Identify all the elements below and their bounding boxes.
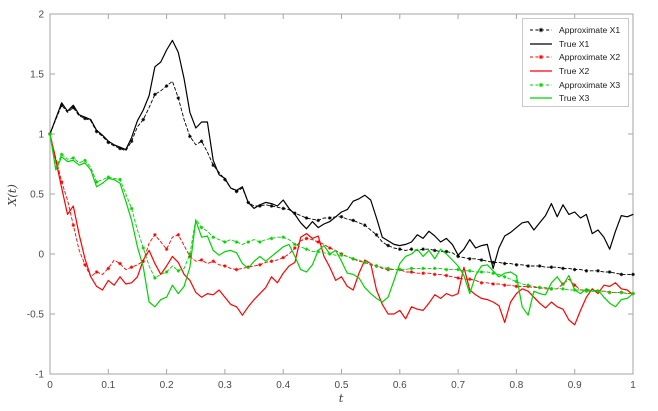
svg-text:1: 1 — [38, 130, 44, 141]
legend-item: Approximate X3 — [528, 78, 628, 92]
series-true-x1 — [49, 39, 634, 269]
svg-text:0.8: 0.8 — [509, 380, 523, 391]
legend-item: True X2 — [528, 64, 628, 78]
legend-sample-line — [530, 82, 552, 87]
svg-text:0.9: 0.9 — [568, 380, 582, 391]
svg-text:0.7: 0.7 — [451, 380, 465, 391]
x-axis-label: t — [339, 391, 344, 405]
legend: Approximate X1 True X1 Approximate X2 Tr… — [522, 18, 629, 107]
svg-text:0: 0 — [47, 380, 53, 391]
legend-item: True X3 — [528, 91, 628, 105]
legend-sample-line — [530, 27, 552, 33]
legend-label: Approximate X2 — [559, 52, 621, 63]
svg-text:0.3: 0.3 — [218, 380, 232, 391]
svg-text:2: 2 — [38, 10, 44, 21]
legend-item: True X1 — [528, 37, 628, 51]
svg-text:0.4: 0.4 — [276, 380, 290, 391]
legend-label: True X3 — [559, 93, 590, 104]
legend-label: True X1 — [559, 38, 590, 49]
legend-label: True X2 — [559, 65, 590, 76]
svg-text:1: 1 — [630, 380, 636, 391]
tick-marks — [49, 13, 634, 375]
legend-label: Approximate X3 — [559, 79, 621, 90]
legend-item: Approximate X1 — [528, 23, 628, 37]
svg-text:0.1: 0.1 — [101, 380, 115, 391]
svg-text:-1: -1 — [35, 370, 44, 381]
legend-item: Approximate X2 — [528, 50, 628, 64]
tick-labels: 0 0.1 0.2 0.3 0.4 0.5 0.6 0.7 0.8 0.9 1 -1 -0.5 0 0.5 1… — [27, 10, 636, 392]
svg-text:1.5: 1.5 — [30, 70, 44, 81]
legend-sample-line — [530, 55, 552, 60]
legend-sample-line — [530, 42, 552, 45]
legend-sample-line — [530, 97, 552, 99]
legend-sample-line — [530, 70, 552, 72]
series-true-x3 — [49, 133, 634, 316]
svg-text:0.5: 0.5 — [335, 380, 349, 391]
svg-text:0.2: 0.2 — [160, 380, 174, 391]
legend-label: Approximate X1 — [559, 24, 621, 35]
series-lines — [48, 39, 635, 326]
svg-text:0: 0 — [38, 250, 44, 261]
svg-text:0.6: 0.6 — [393, 380, 407, 391]
y-axis-label: X(t) — [5, 184, 19, 207]
series-true-x2 — [49, 133, 634, 326]
svg-text:-0.5: -0.5 — [27, 310, 45, 321]
svg-text:0.5: 0.5 — [30, 190, 44, 201]
